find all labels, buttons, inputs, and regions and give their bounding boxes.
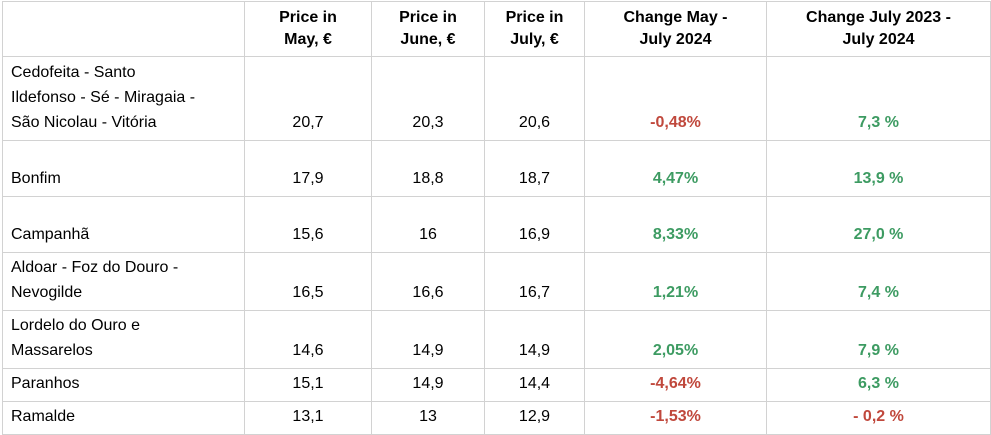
table-body: Cedofeita - Santo Ildefonso - Sé - Mirag… <box>2 56 991 435</box>
price-may-value: 15,1 <box>244 368 372 402</box>
price-may-value: 14,6 <box>244 310 372 369</box>
price-may-value: 20,7 <box>244 56 372 141</box>
change-yoy-value: 27,0 % <box>766 196 991 253</box>
price-july-value: 14,4 <box>484 368 585 402</box>
change-may-july-value: 8,33% <box>584 196 767 253</box>
price-june-value: 18,8 <box>371 140 485 197</box>
price-may-value: 15,6 <box>244 196 372 253</box>
change-may-july-value: 2,05% <box>584 310 767 369</box>
change-yoy-value: 7,9 % <box>766 310 991 369</box>
change-may-july-value: 4,47% <box>584 140 767 197</box>
price-july-value: 12,9 <box>484 401 585 435</box>
table-row: Ramalde 13,1 13 12,9 -1,53% - 0,2 % <box>2 401 991 435</box>
table-row: Campanhã 15,6 16 16,9 8,33% 27,0 % <box>2 196 991 253</box>
change-yoy-value: 7,4 % <box>766 252 991 311</box>
change-may-july-value: -1,53% <box>584 401 767 435</box>
district-name: Lordelo do Ouro e Massarelos <box>2 310 245 369</box>
price-july-value: 20,6 <box>484 56 585 141</box>
column-header-price-june: Price in June, € <box>371 1 485 57</box>
price-july-value: 18,7 <box>484 140 585 197</box>
price-july-value: 16,9 <box>484 196 585 253</box>
table-row: Cedofeita - Santo Ildefonso - Sé - Mirag… <box>2 56 991 141</box>
price-july-value: 14,9 <box>484 310 585 369</box>
district-name: Campanhã <box>2 196 245 253</box>
column-header-price-may: Price in May, € <box>244 1 372 57</box>
price-june-value: 20,3 <box>371 56 485 141</box>
district-name: Aldoar - Foz do Douro - Nevogilde <box>2 252 245 311</box>
change-yoy-value: - 0,2 % <box>766 401 991 435</box>
district-name: Bonfim <box>2 140 245 197</box>
column-header-change-yoy: Change July 2023 - July 2024 <box>766 1 991 57</box>
district-name: Cedofeita - Santo Ildefonso - Sé - Mirag… <box>2 56 245 141</box>
change-yoy-value: 7,3 % <box>766 56 991 141</box>
change-may-july-value: 1,21% <box>584 252 767 311</box>
price-july-value: 16,7 <box>484 252 585 311</box>
district-name: Paranhos <box>2 368 245 402</box>
price-june-value: 16,6 <box>371 252 485 311</box>
price-june-value: 14,9 <box>371 368 485 402</box>
price-may-value: 13,1 <box>244 401 372 435</box>
district-name: Ramalde <box>2 401 245 435</box>
price-may-value: 16,5 <box>244 252 372 311</box>
table-row: Lordelo do Ouro e Massarelos 14,6 14,9 14,9… <box>2 310 991 369</box>
price-june-value: 16 <box>371 196 485 253</box>
table-row: Bonfim 17,9 18,8 18,7 4,47% 13,9 % <box>2 140 991 197</box>
header-row: Price in May, € Price in June, € Price i… <box>2 1 991 57</box>
price-may-value: 17,9 <box>244 140 372 197</box>
price-june-value: 14,9 <box>371 310 485 369</box>
change-may-july-value: -0,48% <box>584 56 767 141</box>
table-row: Paranhos 15,1 14,9 14,4 -4,64% 6,3 % <box>2 368 991 402</box>
column-header-price-july: Price in July, € <box>484 1 585 57</box>
column-header-change-may-july: Change May - July 2024 <box>584 1 767 57</box>
change-yoy-value: 13,9 % <box>766 140 991 197</box>
change-may-july-value: -4,64% <box>584 368 767 402</box>
change-yoy-value: 6,3 % <box>766 368 991 402</box>
price-june-value: 13 <box>371 401 485 435</box>
table-row: Aldoar - Foz do Douro - Nevogilde 16,5 16,… <box>2 252 991 311</box>
column-header-district <box>2 1 245 57</box>
